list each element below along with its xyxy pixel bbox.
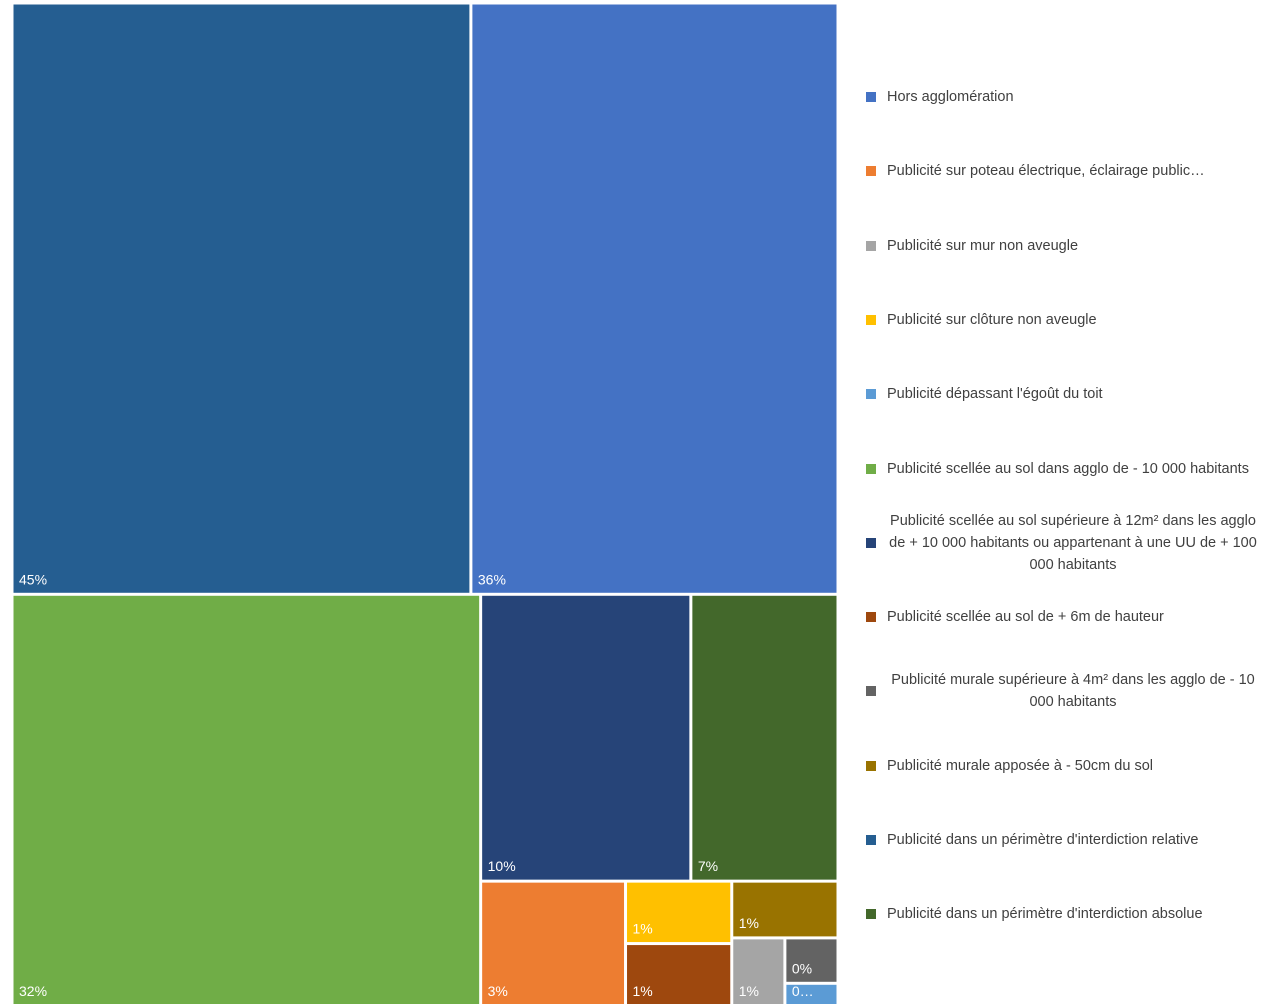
- legend-item: Publicité dans un périmètre d'interdicti…: [866, 829, 1198, 851]
- tile: [786, 984, 837, 1004]
- value-label: 0…: [792, 983, 814, 999]
- value-label: 36%: [478, 571, 506, 587]
- tile: [482, 595, 690, 880]
- tile: [13, 595, 480, 1004]
- legend-label: Publicité sur clôture non aveugle: [887, 311, 1097, 328]
- value-label: 45%: [19, 571, 47, 587]
- legend-label: Publicité murale supérieure à 4m² dans l…: [891, 672, 1255, 711]
- legend-label: Publicité scellée au sol de + 6m de haut…: [887, 609, 1164, 626]
- legend-item: Publicité dépassant l'égoût du toit: [866, 383, 1103, 405]
- tile: [482, 882, 625, 1004]
- legend-swatch: [866, 537, 876, 548]
- legend-item: Publicité sur clôture non aveugle: [866, 309, 1097, 331]
- legend-swatch: [866, 389, 876, 400]
- legend-item: Hors agglomération: [866, 86, 1014, 108]
- legend-swatch: [866, 686, 876, 697]
- legend-item: Publicité sur poteau électrique, éclaira…: [866, 160, 1205, 182]
- legend-label: Publicité sur mur non aveugle: [887, 237, 1079, 254]
- tile: [692, 595, 837, 880]
- legend-item: Publicité scellée au sol supérieure à 12…: [866, 510, 1259, 576]
- legend-swatch: [866, 760, 876, 771]
- tile: [733, 939, 784, 1004]
- tile: [13, 4, 470, 593]
- legend-swatch: [866, 314, 876, 325]
- value-label: 7%: [698, 858, 718, 874]
- value-label: 1%: [739, 915, 759, 931]
- tile: [472, 4, 837, 593]
- value-label: 3%: [488, 983, 508, 999]
- legend-label: Publicité sur poteau électrique, éclaira…: [887, 163, 1205, 180]
- value-label: 1%: [739, 983, 759, 999]
- legend-label: Publicité scellée au sol supérieure à 12…: [889, 512, 1257, 573]
- legend-item: Publicité murale supérieure à 4m² dans l…: [866, 669, 1259, 713]
- legend-label: Hors agglomération: [887, 89, 1014, 105]
- tile: [733, 882, 837, 937]
- legend-swatch: [866, 240, 876, 251]
- legend-swatch: [866, 463, 876, 474]
- value-label: 1%: [633, 983, 653, 999]
- legend-item: Publicité scellée au sol dans agglo de -…: [866, 458, 1249, 480]
- legend-label: Publicité scellée au sol dans agglo de -…: [887, 460, 1249, 477]
- legend-item: Publicité scellée au sol de + 6m de haut…: [866, 606, 1164, 628]
- legend-swatch: [866, 909, 876, 920]
- tile: [627, 945, 731, 1004]
- legend-swatch: [866, 166, 876, 177]
- tile: [786, 939, 837, 982]
- legend-swatch: [866, 835, 876, 845]
- value-label: 10%: [488, 858, 516, 874]
- value-label: 32%: [19, 983, 47, 999]
- legend-swatch: [866, 92, 876, 102]
- legend-swatch: [866, 612, 876, 623]
- legend-label: Publicité dépassant l'égoût du toit: [887, 386, 1103, 403]
- value-label: 0%: [792, 960, 812, 976]
- legend-label: Publicité dans un périmètre d'interdicti…: [887, 906, 1203, 923]
- legend-item: Publicité sur mur non aveugle: [866, 235, 1078, 257]
- legend-item: Publicité dans un périmètre d'interdicti…: [866, 903, 1203, 925]
- legend-label: Publicité dans un périmètre d'interdicti…: [887, 832, 1199, 848]
- legend-item: Publicité murale apposée à - 50cm du sol: [866, 755, 1153, 777]
- tile: [627, 882, 731, 943]
- legend-label: Publicité murale apposée à - 50cm du sol: [887, 757, 1153, 774]
- value-label: 1%: [633, 921, 653, 937]
